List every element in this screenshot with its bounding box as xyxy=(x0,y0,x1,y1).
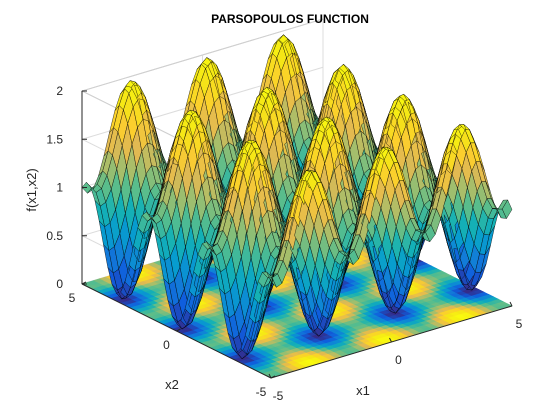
y-tick-mark xyxy=(270,375,276,379)
x-tick-label: 0 xyxy=(395,353,402,367)
x-tick-label: -5 xyxy=(273,389,284,403)
surface-mesh xyxy=(81,34,513,360)
y-tick-label: 0 xyxy=(163,338,170,352)
x-tick-mark xyxy=(509,301,513,307)
y-axis-label: x2 xyxy=(165,377,179,392)
z-tick-label: 1.5 xyxy=(46,132,63,146)
z-tick-label: 0.5 xyxy=(46,229,63,243)
chart-title: PARSOPOULOS FUNCTION xyxy=(211,12,369,26)
y-tick-mark xyxy=(81,281,87,285)
tick-labels: 00.511.52-505-505 xyxy=(46,84,522,403)
y-tick-mark xyxy=(176,328,181,332)
z-axis-label: f(x1,x2) xyxy=(24,168,39,211)
x-tick-mark xyxy=(389,337,392,343)
z-tick-label: 2 xyxy=(56,84,63,98)
y-tick-label: -5 xyxy=(256,385,267,399)
surface-patch xyxy=(501,199,513,220)
z-tick-label: 1 xyxy=(56,181,63,195)
z-tick-label: 0 xyxy=(56,277,63,291)
x-tick-mark xyxy=(268,373,272,379)
y-tick-label: 5 xyxy=(69,291,76,305)
x-axis-label: x1 xyxy=(356,383,370,398)
x-tick-label: 5 xyxy=(516,317,523,331)
